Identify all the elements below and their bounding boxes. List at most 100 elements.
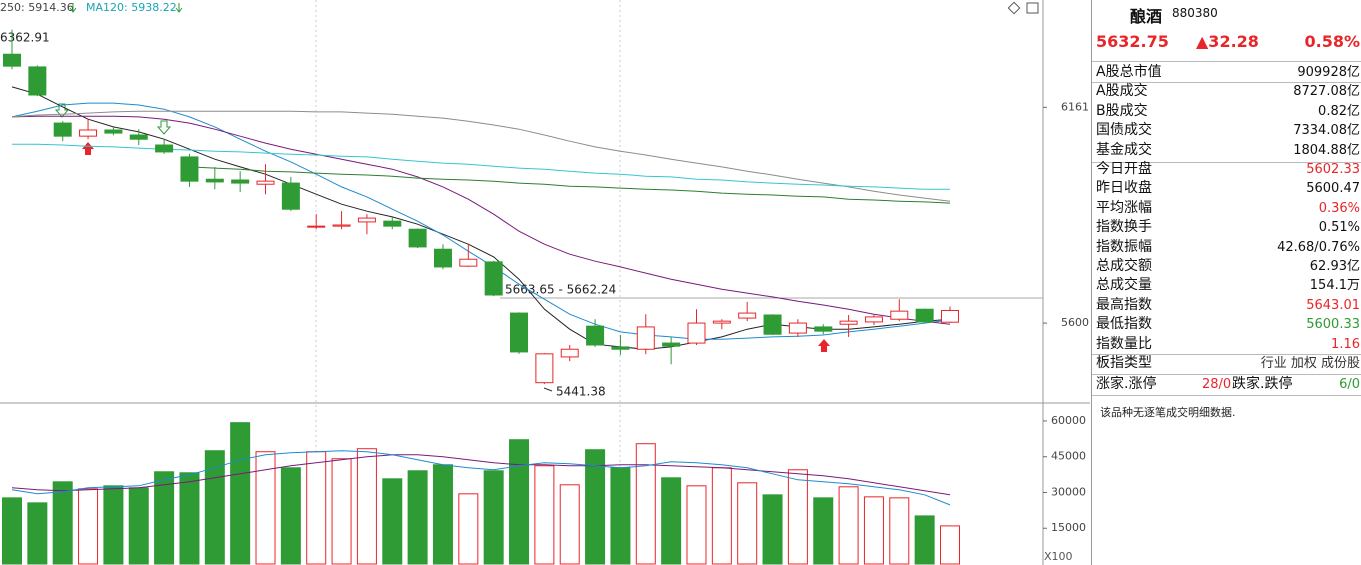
volume-bar bbox=[255, 451, 276, 565]
volume-bar bbox=[661, 477, 682, 565]
stat-row: 总成交量 154.1万 bbox=[1096, 276, 1360, 295]
volume-bar bbox=[863, 496, 884, 565]
volume-bar bbox=[509, 439, 530, 565]
candle-body bbox=[738, 312, 757, 319]
stat-value: 5643.01 bbox=[1306, 297, 1360, 313]
stat-row: 最低指数 5600.33 bbox=[1096, 315, 1360, 334]
candle-body bbox=[712, 320, 731, 324]
stat-value: 62.93亿 bbox=[1309, 259, 1360, 274]
candle-body bbox=[459, 258, 478, 267]
separator bbox=[1092, 395, 1361, 396]
y-tick-label: 30000 bbox=[1051, 485, 1086, 498]
volume-bar bbox=[78, 488, 99, 565]
ma-line bbox=[11, 454, 951, 496]
change: ▲32.28 bbox=[1196, 32, 1259, 51]
legend-item: 250: 5914.36 bbox=[0, 1, 74, 14]
stat-row: 今日开盘 5602.33 bbox=[1096, 160, 1360, 179]
candle-body bbox=[611, 346, 630, 350]
candle-body bbox=[788, 322, 807, 334]
candle-body bbox=[307, 225, 326, 228]
ma-line bbox=[189, 166, 951, 204]
candle-body bbox=[839, 320, 858, 325]
stat-value: 0.51% bbox=[1318, 220, 1360, 236]
candle-body bbox=[357, 217, 376, 223]
stat-row: 昨日收盘 5600.47 bbox=[1096, 179, 1360, 198]
legend-item: MA120: 5938.22 bbox=[86, 1, 177, 14]
ma-line bbox=[11, 450, 951, 506]
low-pointer bbox=[543, 387, 553, 392]
stat-label: 总成交额 bbox=[1096, 258, 1152, 274]
candle-body bbox=[636, 326, 655, 350]
candle-body bbox=[3, 53, 21, 67]
stat-value: 1804.88亿 bbox=[1293, 142, 1360, 158]
stat-value: 42.68/0.76% bbox=[1277, 239, 1360, 255]
volume-bar bbox=[534, 465, 555, 565]
volume-bar bbox=[331, 458, 352, 565]
icon-window[interactable] bbox=[1026, 2, 1039, 14]
candle-body bbox=[28, 66, 47, 96]
candle-body bbox=[535, 353, 554, 384]
candle-body bbox=[408, 228, 427, 248]
stat-row: 指数振幅 42.68/0.76% bbox=[1096, 238, 1360, 257]
candle-body bbox=[129, 134, 148, 140]
stat-value: 0.82亿 bbox=[1318, 103, 1360, 119]
volume-bar bbox=[940, 525, 960, 565]
breadth-value: 28/0 bbox=[1202, 377, 1232, 392]
volume-bar bbox=[483, 470, 504, 565]
volume-bar bbox=[230, 422, 251, 565]
stat-label: 最低指数 bbox=[1096, 316, 1152, 333]
stat-row: 平均涨幅 0.36% bbox=[1096, 199, 1360, 218]
candle-body bbox=[53, 122, 72, 137]
stat-row: A股成交 8727.08亿 bbox=[1096, 82, 1360, 101]
ma-line bbox=[11, 115, 951, 325]
ma-line bbox=[11, 110, 951, 202]
stat-label: A股成交 bbox=[1096, 83, 1148, 100]
candle-body bbox=[155, 144, 174, 153]
candle-body bbox=[687, 322, 706, 344]
volume-bar bbox=[306, 451, 327, 565]
volume-bar bbox=[27, 502, 48, 565]
breadth-row: 涨家.涨停 28/0 跌家.跌停 6/0 bbox=[1096, 375, 1360, 394]
candle-body bbox=[79, 129, 98, 137]
volume-bar bbox=[356, 448, 377, 565]
stat-value: 8727.08亿 bbox=[1293, 84, 1360, 100]
icon-diamond[interactable] bbox=[1007, 1, 1021, 15]
volume-bar bbox=[686, 485, 707, 565]
volume-bar bbox=[280, 467, 301, 565]
stat-value: 5602.33 bbox=[1306, 162, 1360, 177]
candle-body bbox=[281, 182, 300, 210]
volume-bar bbox=[382, 478, 403, 565]
index-name: 酿酒 bbox=[1130, 7, 1163, 26]
y-tick-label: 45000 bbox=[1051, 450, 1086, 463]
volume-bar bbox=[737, 482, 758, 565]
volume-bar bbox=[914, 515, 935, 565]
candle-body bbox=[890, 310, 909, 320]
breadth-label: 跌家.跌停 bbox=[1232, 376, 1293, 392]
volume-bar bbox=[52, 481, 73, 565]
candle-body bbox=[332, 224, 351, 227]
ma-line bbox=[12, 143, 950, 190]
stat-label: 最高指数 bbox=[1096, 296, 1152, 313]
stat-row: 板指类型 行业 加权 成份股 bbox=[1096, 354, 1360, 373]
stat-label: 基金成交 bbox=[1096, 141, 1152, 158]
volume-bar bbox=[762, 494, 783, 565]
volume-bar bbox=[787, 469, 808, 565]
stat-value: 行业 加权 成份股 bbox=[1260, 356, 1360, 371]
signal-arrow bbox=[82, 142, 94, 155]
volume-bar bbox=[2, 497, 22, 565]
candle-body bbox=[586, 325, 605, 346]
candle-body bbox=[383, 220, 402, 227]
stat-label: 国债成交 bbox=[1096, 122, 1152, 139]
separator bbox=[1092, 354, 1361, 355]
y-tick-label: 5600 bbox=[1061, 316, 1089, 329]
signal-arrow bbox=[818, 339, 830, 352]
ma-line bbox=[11, 102, 951, 340]
volume-bar bbox=[103, 485, 124, 565]
candle-body bbox=[763, 314, 782, 335]
volume-bar bbox=[889, 497, 910, 565]
volume-bar bbox=[128, 487, 149, 565]
candle-body bbox=[864, 316, 883, 323]
unit-label: X100 bbox=[1044, 550, 1073, 563]
stat-label: 指数换手 bbox=[1096, 219, 1152, 236]
